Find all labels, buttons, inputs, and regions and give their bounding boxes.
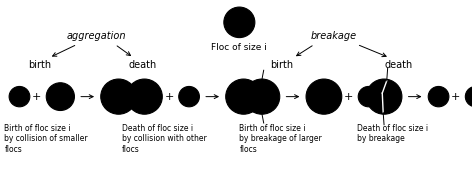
Text: Death of floc size i
by breakage: Death of floc size i by breakage xyxy=(357,124,428,143)
Ellipse shape xyxy=(244,79,280,114)
Text: death: death xyxy=(129,60,157,70)
Text: +: + xyxy=(32,92,42,102)
Ellipse shape xyxy=(366,79,402,114)
Ellipse shape xyxy=(428,86,449,107)
Text: death: death xyxy=(385,60,413,70)
Ellipse shape xyxy=(127,79,162,114)
Text: +: + xyxy=(451,92,461,102)
Ellipse shape xyxy=(358,86,379,107)
Text: birth: birth xyxy=(270,60,293,70)
Text: breakage: breakage xyxy=(310,31,356,41)
Ellipse shape xyxy=(306,79,342,114)
Ellipse shape xyxy=(46,83,74,111)
Text: Birth of floc size i
by breakage of larger
flocs: Birth of floc size i by breakage of larg… xyxy=(239,124,322,154)
Text: +: + xyxy=(344,92,354,102)
Ellipse shape xyxy=(226,79,262,114)
Ellipse shape xyxy=(224,7,255,38)
Ellipse shape xyxy=(101,79,137,114)
Text: birth: birth xyxy=(28,60,51,70)
Ellipse shape xyxy=(179,86,200,107)
Text: Floc of size i: Floc of size i xyxy=(211,43,267,52)
Ellipse shape xyxy=(465,86,474,107)
Text: aggregation: aggregation xyxy=(66,31,126,41)
Text: Birth of floc size i
by collision of smaller
flocs: Birth of floc size i by collision of sma… xyxy=(4,124,88,154)
Ellipse shape xyxy=(9,86,30,107)
Text: Death of floc size i
by collision with other
flocs: Death of floc size i by collision with o… xyxy=(122,124,207,154)
Text: +: + xyxy=(164,92,174,102)
